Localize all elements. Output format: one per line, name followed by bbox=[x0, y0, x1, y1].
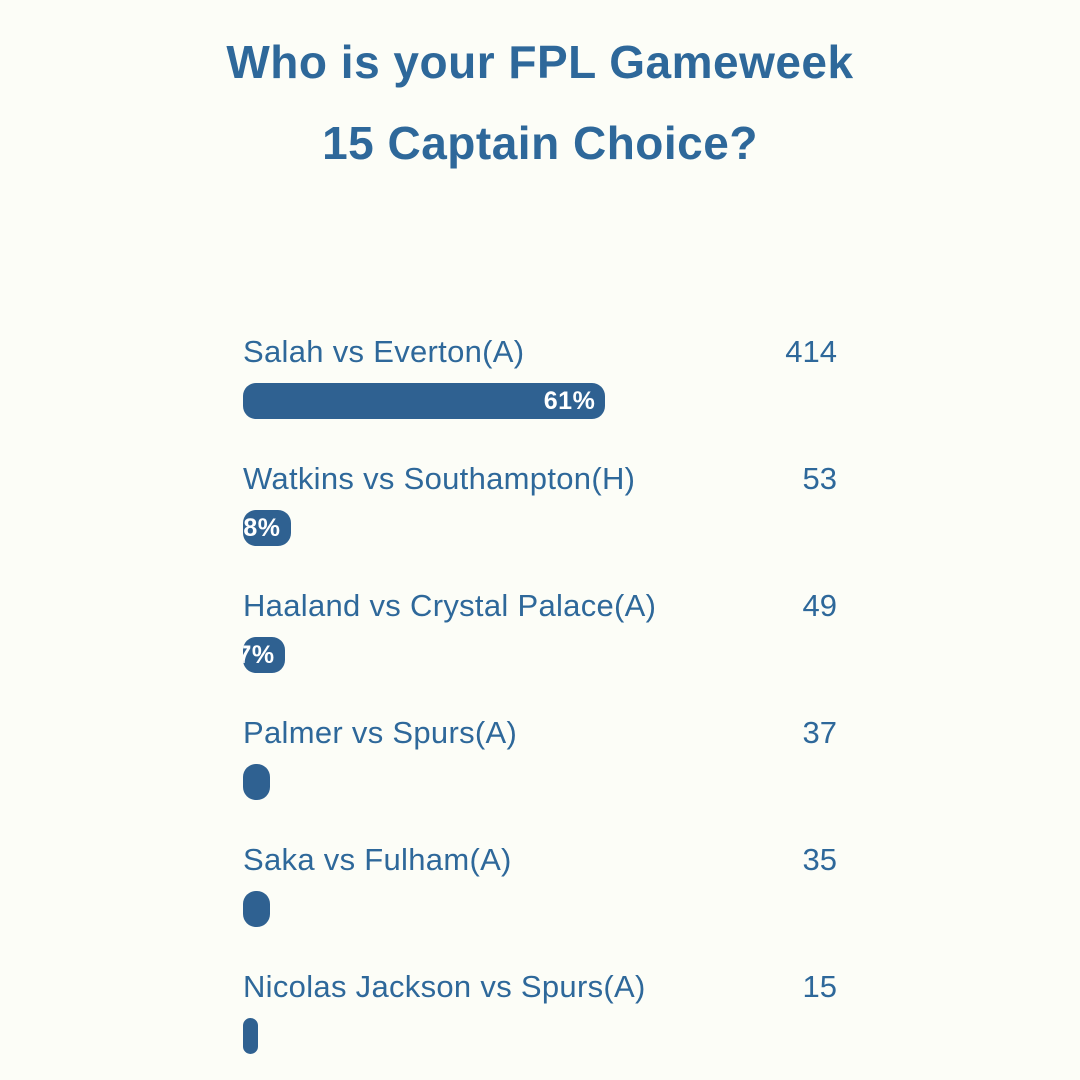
poll-option-bar: 8% bbox=[243, 510, 291, 546]
poll-option-row: Saka vs Fulham(A) 35 bbox=[243, 842, 837, 878]
poll-results-list: Salah vs Everton(A) 414 61% Watkins vs S… bbox=[243, 334, 837, 1054]
poll-option[interactable]: Salah vs Everton(A) 414 61% bbox=[243, 334, 837, 419]
poll-option[interactable]: Nicolas Jackson vs Spurs(A) 15 bbox=[243, 969, 837, 1054]
poll-option-percent: 61% bbox=[543, 386, 596, 415]
poll-option-vote-count: 35 bbox=[802, 842, 837, 877]
poll-option-label: Haaland vs Crystal Palace(A) bbox=[243, 588, 657, 623]
poll-title-line2: 15 Captain Choice? bbox=[322, 117, 758, 169]
poll-option-bar: 7% bbox=[243, 637, 285, 673]
poll-option-label: Salah vs Everton(A) bbox=[243, 334, 525, 369]
poll-option-label: Nicolas Jackson vs Spurs(A) bbox=[243, 969, 646, 1004]
poll-option-row: Haaland vs Crystal Palace(A) 49 bbox=[243, 588, 837, 624]
poll-option-label: Watkins vs Southampton(H) bbox=[243, 461, 636, 496]
poll-option-percent: 8% bbox=[243, 513, 281, 542]
poll-option-bar bbox=[243, 764, 271, 800]
poll-option-bar: 61% bbox=[243, 383, 606, 419]
poll-title: Who is your FPL Gameweek 15 Captain Choi… bbox=[0, 0, 1080, 184]
poll-option-row: Palmer vs Spurs(A) 37 bbox=[243, 715, 837, 751]
poll-option-label: Saka vs Fulham(A) bbox=[243, 842, 512, 877]
poll-option-label: Palmer vs Spurs(A) bbox=[243, 715, 518, 750]
poll-option-row: Nicolas Jackson vs Spurs(A) 15 bbox=[243, 969, 837, 1005]
poll-option-vote-count: 15 bbox=[802, 969, 837, 1004]
poll-option-vote-count: 414 bbox=[785, 334, 837, 369]
poll-option[interactable]: Watkins vs Southampton(H) 53 8% bbox=[243, 461, 837, 546]
poll-option-vote-count: 49 bbox=[802, 588, 837, 623]
poll-option-row: Salah vs Everton(A) 414 bbox=[243, 334, 837, 370]
poll-option-row: Watkins vs Southampton(H) 53 bbox=[243, 461, 837, 497]
poll-option-vote-count: 37 bbox=[802, 715, 837, 750]
poll-option[interactable]: Haaland vs Crystal Palace(A) 49 7% bbox=[243, 588, 837, 673]
poll-option-percent: 7% bbox=[243, 640, 275, 669]
poll-option[interactable]: Saka vs Fulham(A) 35 bbox=[243, 842, 837, 927]
poll-option-bar bbox=[243, 1018, 258, 1054]
poll-option-bar bbox=[243, 891, 270, 927]
poll-option-vote-count: 53 bbox=[802, 461, 837, 496]
poll-option[interactable]: Palmer vs Spurs(A) 37 bbox=[243, 715, 837, 800]
poll-title-line1: Who is your FPL Gameweek bbox=[226, 36, 854, 88]
